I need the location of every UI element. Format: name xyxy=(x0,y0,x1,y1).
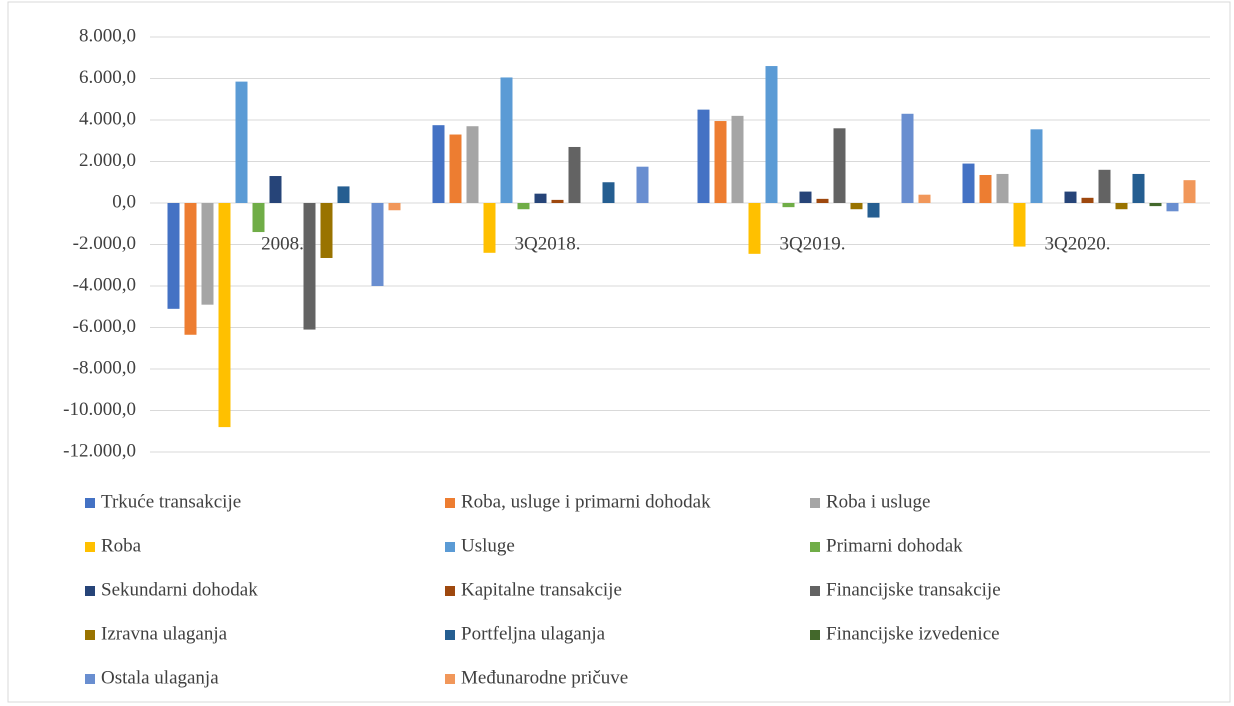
y-tick-label: -4.000,0 xyxy=(73,274,136,295)
y-tick-label: -12.000,0 xyxy=(63,440,136,461)
legend-label: Trkuće transakcije xyxy=(101,491,241,512)
bar xyxy=(269,176,282,203)
bar xyxy=(782,203,795,208)
bar xyxy=(979,174,992,203)
bar xyxy=(466,126,479,203)
bar xyxy=(636,166,649,203)
legend-label: Primarni dohodak xyxy=(826,535,963,556)
bar xyxy=(962,163,975,203)
bar xyxy=(167,203,180,309)
bar xyxy=(901,113,914,203)
bar xyxy=(218,203,231,428)
legend-label: Sekundarni dohodak xyxy=(101,579,258,600)
bar xyxy=(799,191,812,203)
bar xyxy=(568,146,581,203)
bar xyxy=(500,77,513,203)
bar xyxy=(867,203,880,218)
y-tick-label: -6.000,0 xyxy=(73,316,136,337)
y-tick-label: 8.000,0 xyxy=(79,25,136,46)
bar xyxy=(748,203,761,254)
bar xyxy=(388,203,401,211)
bar xyxy=(534,193,547,203)
legend-swatch xyxy=(445,586,455,596)
bar xyxy=(201,203,214,305)
bar xyxy=(1166,203,1179,212)
x-tick-label: 2008. xyxy=(261,233,304,254)
y-tick-label: -8.000,0 xyxy=(73,357,136,378)
bar xyxy=(850,203,863,210)
bar xyxy=(918,194,931,203)
bar xyxy=(602,182,615,203)
x-tick-label: 3Q2019. xyxy=(780,233,846,254)
y-tick-label: 4.000,0 xyxy=(79,108,136,129)
y-tick-label: -10.000,0 xyxy=(63,399,136,420)
bar xyxy=(371,203,384,286)
bar xyxy=(1132,173,1145,203)
bar xyxy=(1064,191,1077,203)
legend-label: Međunarodne pričuve xyxy=(461,667,628,688)
bar xyxy=(517,203,530,210)
legend-swatch xyxy=(85,498,95,508)
legend-label: Roba, usluge i primarni dohodak xyxy=(461,491,711,512)
bar xyxy=(816,198,829,203)
bar xyxy=(303,203,316,330)
bar xyxy=(320,203,333,258)
bar xyxy=(184,203,197,335)
bar xyxy=(1098,169,1111,203)
bar xyxy=(1013,203,1026,247)
bar xyxy=(996,173,1009,203)
legend-swatch xyxy=(810,498,820,508)
bar xyxy=(833,128,846,203)
x-tick-label: 3Q2020. xyxy=(1045,233,1111,254)
y-tick-label: 6.000,0 xyxy=(79,67,136,88)
legend-swatch xyxy=(810,630,820,640)
legend-label: Financijske izvedenice xyxy=(826,623,1000,644)
bar xyxy=(337,186,350,203)
legend-label: Portfeljna ulaganja xyxy=(461,623,606,644)
y-tick-label: -2.000,0 xyxy=(73,233,136,254)
legend-label: Ostala ulaganja xyxy=(101,667,219,688)
bar xyxy=(235,81,248,203)
bar xyxy=(1149,203,1162,207)
legend-swatch xyxy=(445,542,455,552)
bar xyxy=(765,66,778,203)
legend-swatch xyxy=(85,630,95,640)
bar xyxy=(697,109,710,203)
legend-swatch xyxy=(85,586,95,596)
y-tick-label: 0,0 xyxy=(112,191,136,212)
bar xyxy=(483,203,496,253)
bar xyxy=(714,121,727,203)
bar xyxy=(449,134,462,203)
bar xyxy=(1030,129,1043,203)
legend-label: Kapitalne transakcije xyxy=(461,579,622,600)
bar xyxy=(432,125,445,203)
legend-label: Roba xyxy=(101,535,142,556)
legend: Trkuće transakcije Roba, usluge i primarn… xyxy=(85,491,1001,688)
legend-swatch xyxy=(810,542,820,552)
legend-swatch xyxy=(85,542,95,552)
bar xyxy=(551,199,564,203)
bar xyxy=(1081,197,1094,203)
bar xyxy=(1115,203,1128,210)
legend-swatch xyxy=(85,674,95,684)
legend-label: Roba i usluge xyxy=(826,491,931,512)
bar xyxy=(1183,180,1196,203)
y-tick-label: 2.000,0 xyxy=(79,150,136,171)
bar xyxy=(252,203,265,233)
legend-label: Usluge xyxy=(461,535,515,556)
legend-swatch xyxy=(445,674,455,684)
bar xyxy=(731,115,744,203)
legend-swatch xyxy=(810,586,820,596)
legend-swatch xyxy=(445,630,455,640)
chart-frame xyxy=(7,1,1231,703)
legend-swatch xyxy=(445,498,455,508)
x-tick-label: 3Q2018. xyxy=(515,233,581,254)
legend-label: Izravna ulaganja xyxy=(101,623,228,644)
legend-label: Financijske transakcije xyxy=(826,579,1001,600)
